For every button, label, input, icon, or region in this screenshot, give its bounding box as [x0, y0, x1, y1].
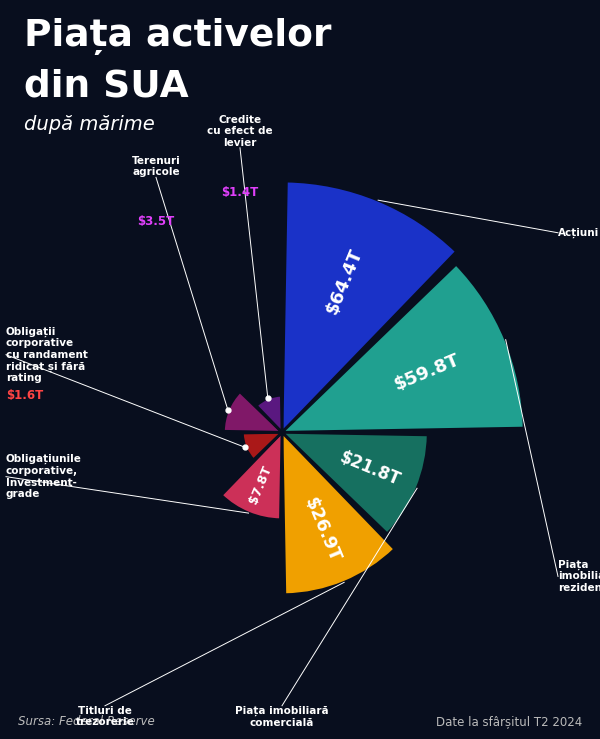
Text: Sursa: Federal Reserve: Sursa: Federal Reserve [18, 715, 155, 728]
Text: Obligațiunile
corporative,
Investment-
grade: Obligațiunile corporative, Investment- g… [6, 454, 82, 499]
Wedge shape [282, 264, 524, 432]
Text: $3.5T: $3.5T [137, 215, 175, 228]
Text: Titluri de
trezorerie: Titluri de trezorerie [76, 706, 134, 727]
Text: din SUA: din SUA [24, 69, 188, 105]
Text: Piața imobiliară
comercială: Piața imobiliară comercială [235, 706, 329, 728]
Text: $7.8T: $7.8T [247, 464, 274, 506]
Text: $1.4T: $1.4T [221, 185, 259, 199]
Text: $1.6T: $1.6T [6, 389, 43, 402]
Wedge shape [221, 432, 282, 520]
Text: Credite
cu efect de
levier: Credite cu efect de levier [207, 115, 273, 148]
Text: Terenuri
agricole: Terenuri agricole [131, 156, 181, 177]
Wedge shape [242, 432, 282, 460]
Wedge shape [256, 395, 282, 432]
Text: Obligații
corporative
cu randament
ridicat și fără
rating: Obligații corporative cu randament ridic… [6, 326, 88, 384]
Wedge shape [223, 392, 282, 432]
Text: Piața activelor: Piața activelor [24, 18, 331, 55]
Text: $21.8T: $21.8T [337, 448, 403, 489]
Text: Piața
imobiliară
rezidențială: Piața imobiliară rezidențială [558, 559, 600, 593]
Text: Acțiuni: Acțiuni [558, 228, 599, 238]
Wedge shape [282, 181, 457, 432]
Text: Date la sfârșitul T2 2024: Date la sfârșitul T2 2024 [436, 715, 582, 728]
Wedge shape [282, 432, 428, 534]
Text: $59.8T: $59.8T [392, 350, 463, 394]
Text: după mărime: după mărime [24, 115, 155, 134]
Wedge shape [282, 432, 395, 595]
Text: $64.4T: $64.4T [323, 246, 366, 317]
Text: $26.9T: $26.9T [301, 495, 344, 565]
